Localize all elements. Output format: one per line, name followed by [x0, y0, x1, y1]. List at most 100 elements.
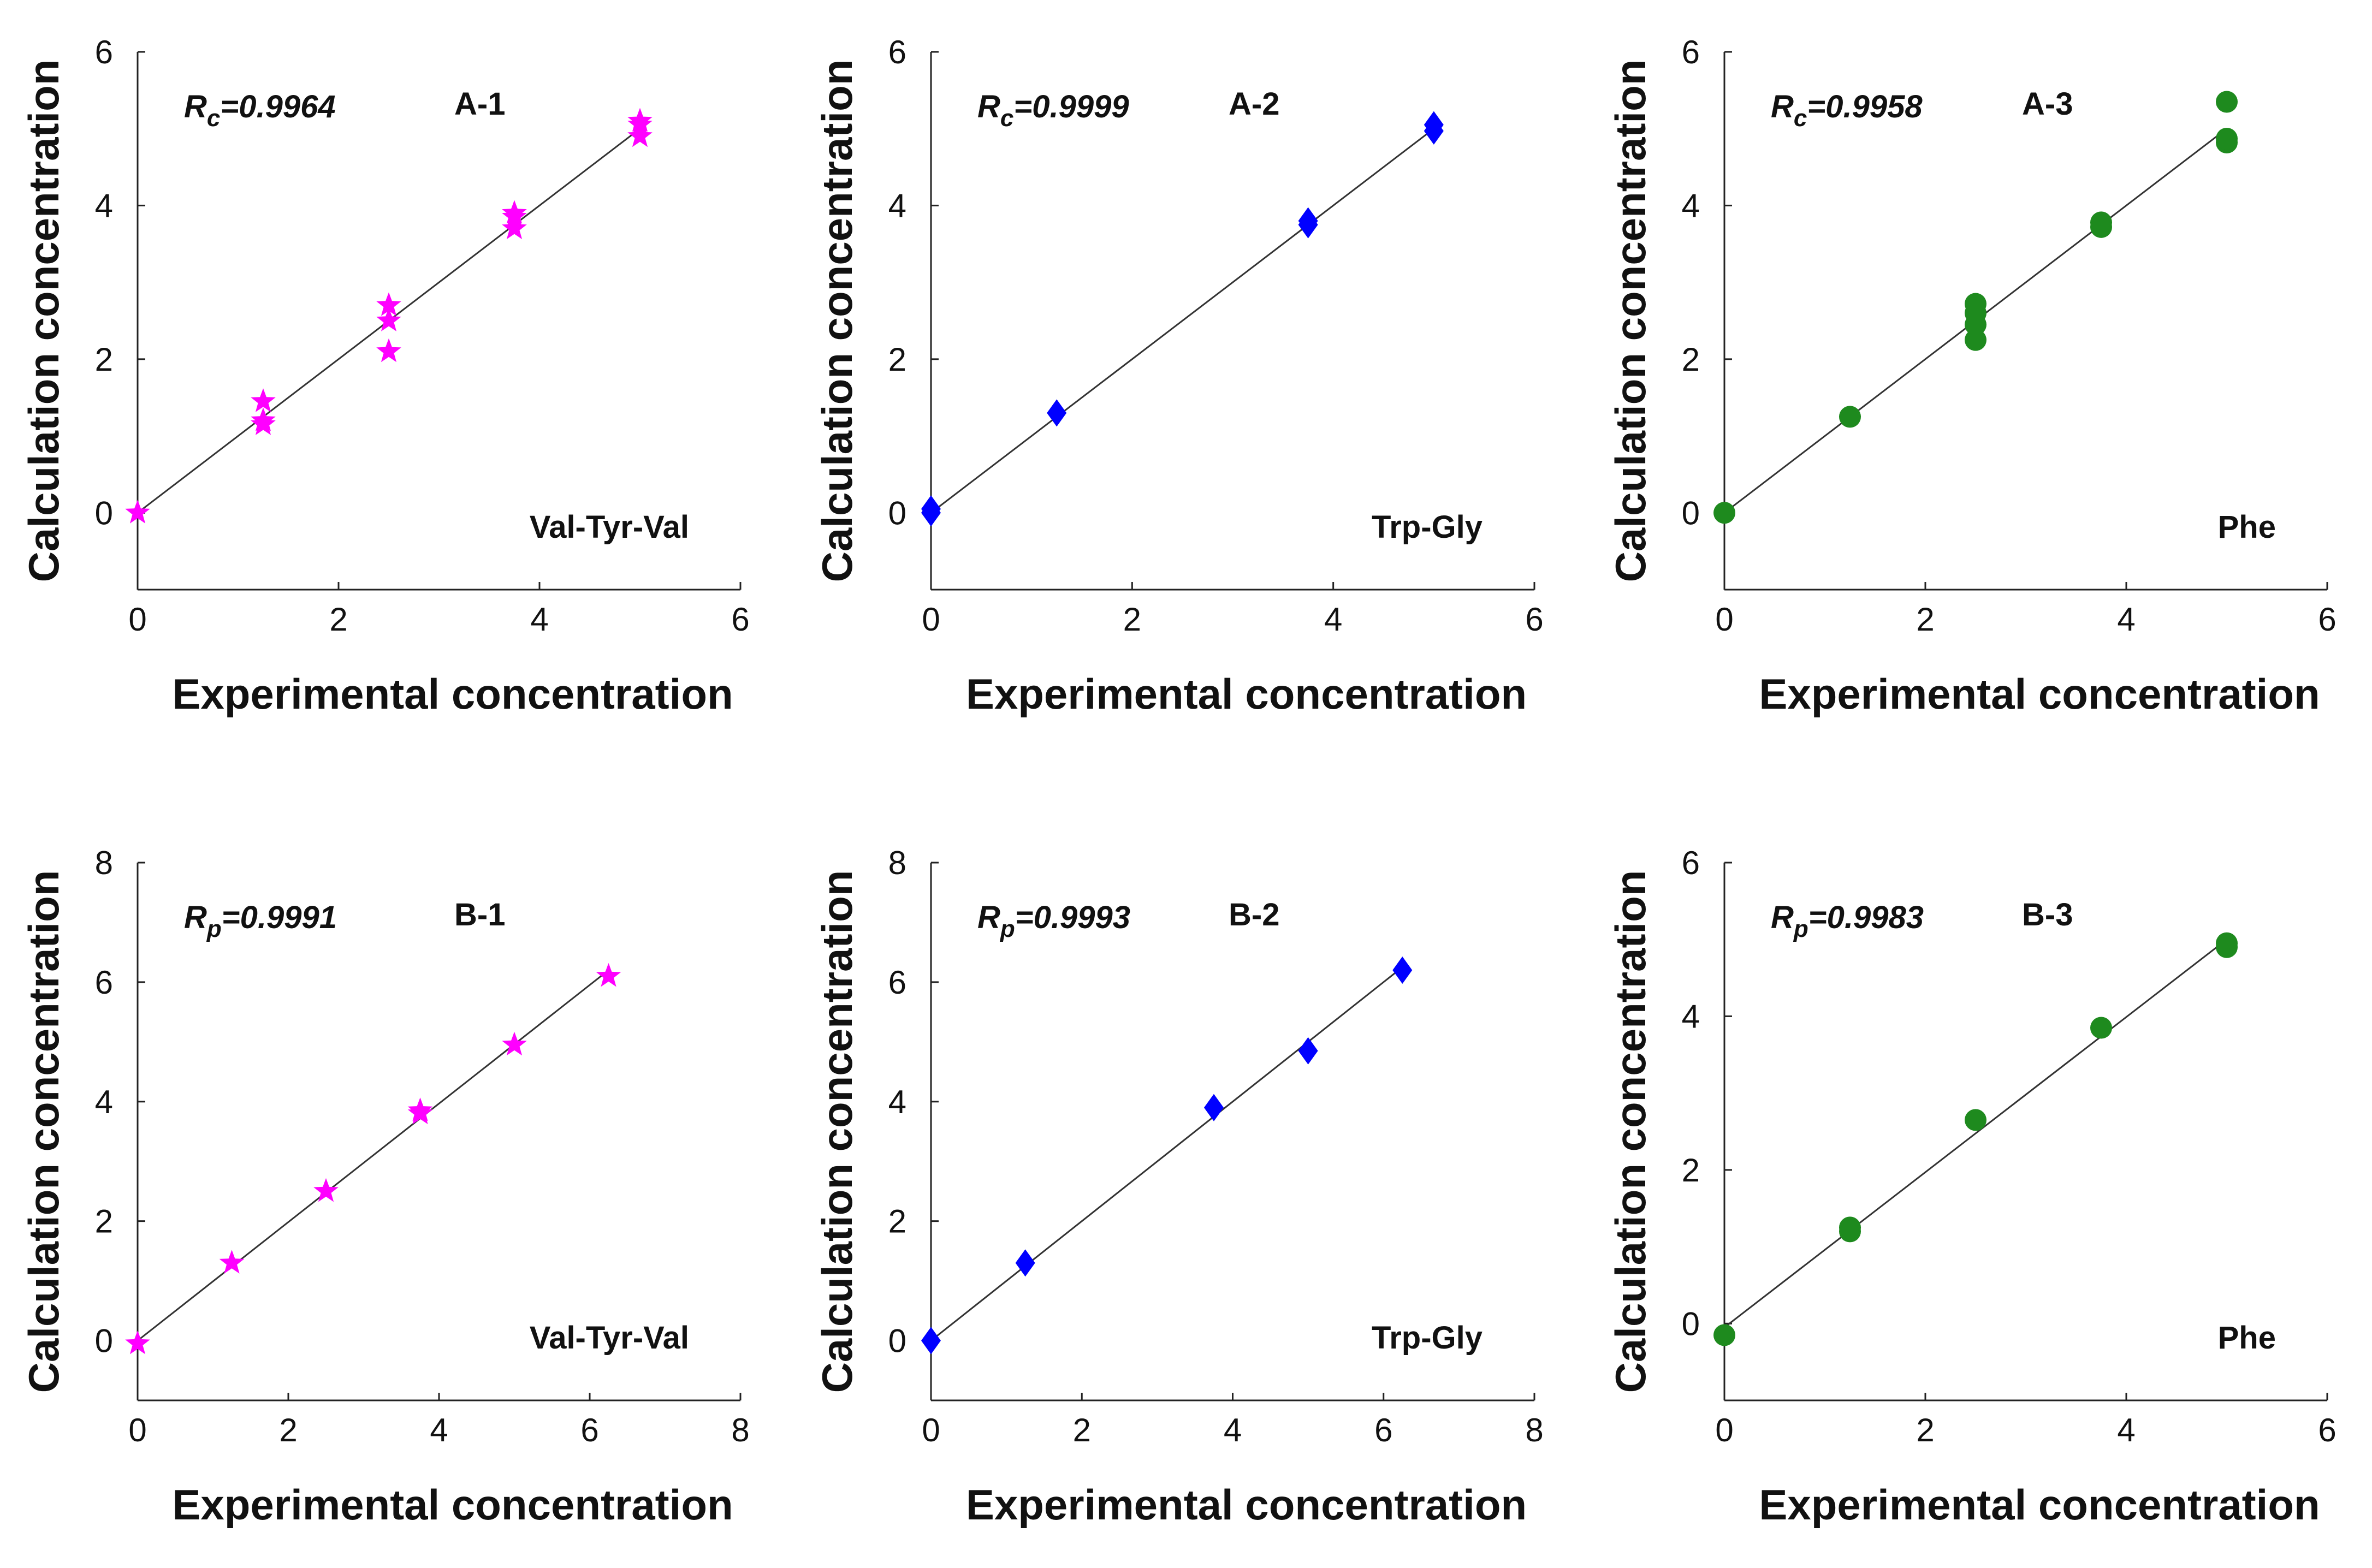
r-value: =0.9958 [1807, 89, 1923, 124]
y-tick-label: 6 [95, 964, 113, 1001]
x-tick-label: 8 [1525, 1412, 1543, 1448]
r-symbol: R [977, 900, 1000, 935]
data-point-circle [1839, 406, 1861, 428]
r-value: =0.9964 [220, 89, 335, 124]
r-subscript: c [1000, 105, 1013, 132]
r-value: =0.9993 [1015, 900, 1130, 935]
y-axis-title: Calculation concentration [20, 870, 68, 1393]
data-point-circle [2216, 128, 2238, 150]
x-tick-label: 0 [128, 1412, 146, 1448]
x-tick-label: 0 [922, 1412, 940, 1448]
r-symbol: R [184, 900, 207, 935]
compound-label: Val-Tyr-Val [530, 509, 689, 545]
data-point-circle [1965, 293, 1986, 315]
x-axis-title: Experimental concentration [966, 1481, 1527, 1529]
x-tick-label: 8 [731, 1412, 749, 1448]
y-tick-label: 6 [1682, 845, 1700, 881]
data-point-star [313, 1178, 339, 1202]
r-value-annotation: Rp=0.9991 [184, 900, 337, 942]
data-point-circle [2216, 932, 2238, 954]
data-point-diamond [1298, 1037, 1318, 1065]
data-point-diamond [1424, 111, 1444, 139]
x-tick-label: 6 [2318, 601, 2336, 638]
x-tick-label: 0 [128, 601, 146, 638]
data-point-diamond [1047, 399, 1067, 427]
chart-panel-b-2: 0 2 4 6 8 0 2 4 6 8 Experimental concentration Calc… [813, 845, 1544, 1529]
x-tick-label: 4 [1224, 1412, 1242, 1448]
data-point-star [125, 1331, 150, 1355]
chart-panel-a-1: 0 2 4 6 0 2 4 6 Experimental concentration Calcul… [20, 34, 750, 718]
data-point-star [376, 292, 401, 316]
data-point-diamond [1015, 1249, 1035, 1277]
y-tick-label: 2 [1682, 1152, 1700, 1189]
y-tick-label: 0 [95, 495, 113, 531]
data-point-star [125, 500, 150, 524]
chart-panel-b-1: 0 2 4 6 8 0 2 4 6 8 Experimental concentration Calc… [20, 845, 750, 1529]
y-tick-label: 0 [888, 495, 906, 531]
x-tick-label: 6 [1374, 1412, 1392, 1448]
y-axis-title: Calculation concentration [1606, 60, 1655, 583]
r-subscript: c [1794, 105, 1807, 132]
x-tick-label: 2 [1123, 601, 1141, 638]
x-tick-label: 4 [430, 1412, 448, 1448]
data-point-circle [2090, 211, 2112, 234]
r-value-annotation: Rc=0.9964 [184, 89, 336, 132]
chart-panel-b-3: 0 2 4 6 0 2 4 6 Experimental concentration Calcul… [1606, 845, 2337, 1529]
x-tick-label: 2 [1073, 1412, 1091, 1448]
r-symbol: R [1771, 900, 1794, 935]
y-tick-label: 4 [888, 1084, 906, 1120]
x-tick-label: 0 [922, 601, 940, 638]
r-symbol: R [184, 89, 207, 124]
x-axis-title: Experimental concentration [172, 670, 733, 718]
r-value-annotation: Rc=0.9999 [977, 89, 1129, 132]
r-subscript: p [206, 916, 222, 942]
y-tick-label: 4 [888, 187, 906, 224]
r-value: =0.9999 [1013, 89, 1129, 124]
data-point-diamond [1298, 207, 1318, 235]
panel-label: A-3 [2022, 86, 2073, 122]
y-tick-label: 6 [95, 34, 113, 70]
x-tick-label: 0 [1715, 1412, 1733, 1448]
data-point-star [596, 963, 621, 987]
y-tick-label: 2 [888, 341, 906, 378]
y-tick-label: 4 [95, 1084, 113, 1120]
y-tick-label: 4 [95, 187, 113, 224]
y-tick-label: 0 [95, 1323, 113, 1359]
data-point-circle [1839, 1216, 1861, 1239]
y-tick-label: 4 [1682, 187, 1700, 224]
y-tick-label: 0 [1682, 495, 1700, 531]
x-tick-label: 4 [2117, 1412, 2135, 1448]
data-point-star [627, 123, 653, 147]
compound-label: Phe [2218, 509, 2276, 545]
r-value-annotation: Rp=0.9993 [977, 900, 1130, 942]
data-point-diamond [921, 495, 941, 523]
data-point-diamond [921, 1327, 941, 1355]
data-point-star [502, 215, 527, 240]
y-axis-title: Calculation concentration [813, 60, 861, 583]
fit-line [930, 966, 1403, 1341]
r-value: =0.9991 [222, 900, 337, 935]
data-point-circle [1965, 1109, 1986, 1131]
data-point-star [627, 108, 653, 132]
data-point-star [376, 338, 401, 363]
data-point-circle [2216, 91, 2238, 113]
x-axis-title: Experimental concentration [1759, 670, 2320, 718]
data-point-star [407, 1097, 433, 1121]
data-point-diamond [1203, 1094, 1224, 1121]
y-axis-title: Calculation concentration [20, 60, 68, 583]
y-tick-label: 8 [888, 845, 906, 881]
fit-line [930, 128, 1434, 514]
y-tick-label: 0 [888, 1323, 906, 1359]
x-axis-title: Experimental concentration [966, 670, 1527, 718]
x-tick-label: 4 [530, 601, 548, 638]
r-symbol: R [1771, 89, 1794, 124]
r-symbol: R [977, 89, 1000, 124]
r-value-annotation: Rc=0.9958 [1771, 89, 1923, 132]
compound-label: Val-Tyr-Val [530, 1320, 689, 1356]
y-tick-label: 2 [1682, 341, 1700, 378]
data-point-circle [1965, 329, 1986, 351]
panel-label: B-1 [454, 897, 505, 933]
x-tick-label: 2 [279, 1412, 297, 1448]
y-tick-label: 2 [95, 341, 113, 378]
